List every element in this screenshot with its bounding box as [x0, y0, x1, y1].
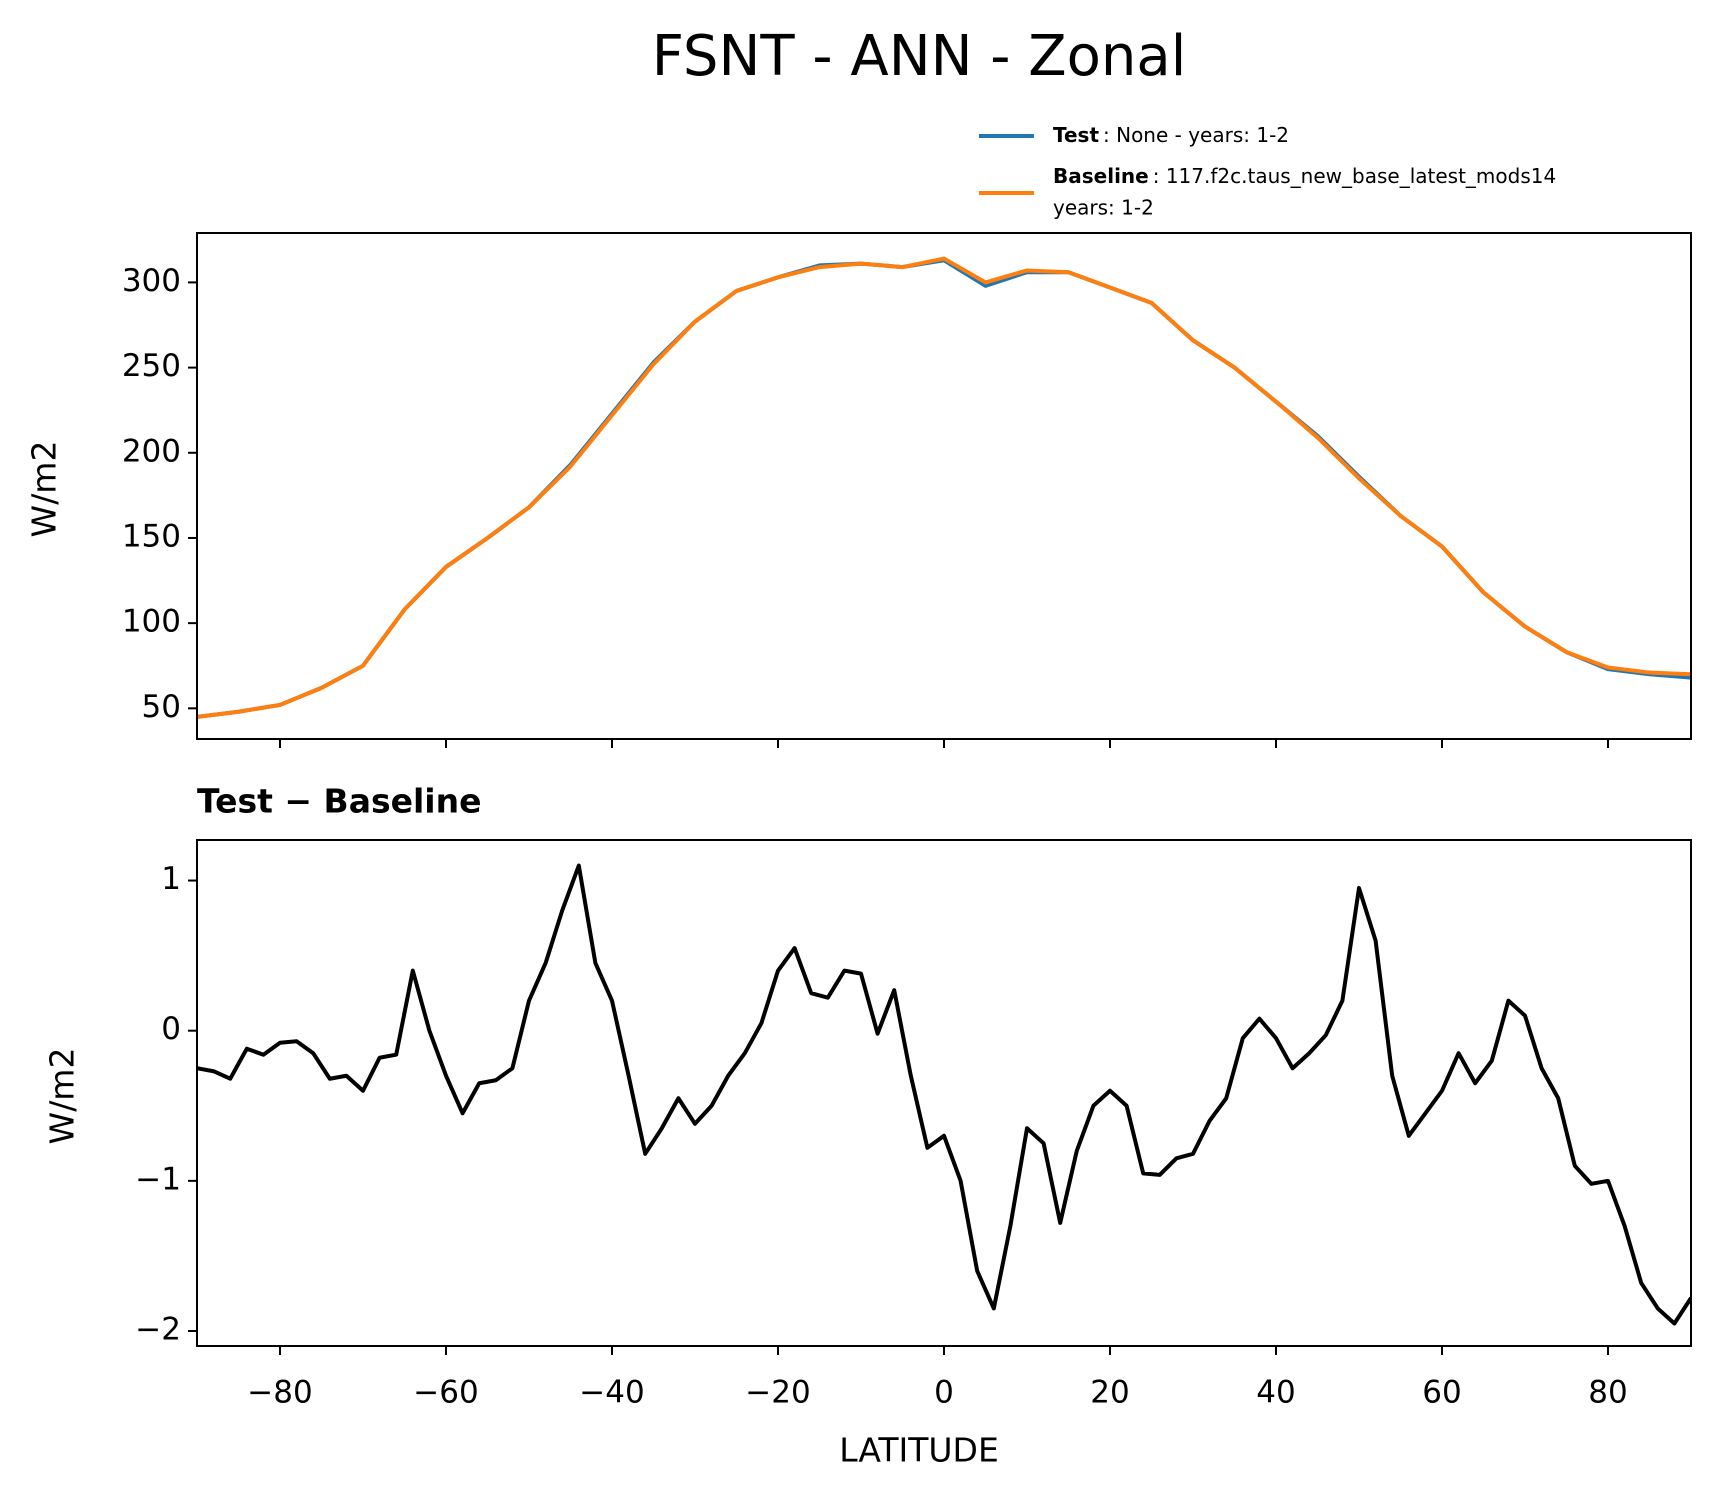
legend-label: Test: None - years: 1-2	[1053, 123, 1289, 147]
x-tick-label: −80	[247, 1375, 312, 1411]
legend-description: years: 1-2	[1053, 196, 1154, 220]
y-tick-label: 300	[122, 263, 181, 299]
x-tick-label: 80	[1588, 1375, 1627, 1411]
x-axis-label: LATITUDE	[839, 1431, 999, 1470]
series-line	[197, 258, 1691, 719]
x-tick-label: −60	[413, 1375, 478, 1411]
plot-frame	[196, 839, 1692, 1347]
series-line	[197, 256, 1691, 719]
legend-label: Baseline: 117.f2c.taus_new_base_latest_m…	[1053, 164, 1556, 188]
legend-description: : 117.f2c.taus_new_base_latest_mods14	[1153, 164, 1556, 188]
y-tick-label: 100	[122, 604, 181, 640]
y-tick-label: 250	[122, 348, 181, 384]
legend-name: Test	[1053, 123, 1099, 147]
plot-area	[197, 256, 1691, 719]
y-tick-label: −2	[135, 1311, 181, 1347]
plot-frame	[196, 232, 1692, 740]
figure-title: FSNT - ANN - Zonal	[652, 24, 1187, 89]
y-tick-label: 150	[122, 518, 181, 554]
y-tick-label: 0	[161, 1011, 181, 1047]
legend-name: Baseline	[1053, 164, 1149, 188]
x-tick-label: −20	[745, 1375, 810, 1411]
x-tick-label: 0	[934, 1375, 954, 1411]
x-tick-label: 40	[1256, 1375, 1295, 1411]
legend-description: : None - years: 1-2	[1103, 123, 1289, 147]
series-line	[197, 863, 1691, 1326]
y-axis-label: W/m2	[43, 1048, 82, 1145]
plot-area	[197, 863, 1691, 1326]
x-tick-label: 60	[1422, 1375, 1461, 1411]
y-tick-label: 1	[161, 861, 181, 897]
y-tick-label: −1	[135, 1161, 181, 1197]
x-tick-label: 20	[1090, 1375, 1129, 1411]
x-tick-label: −40	[579, 1375, 644, 1411]
y-tick-label: 200	[122, 433, 181, 469]
panel-title: Test − Baseline	[197, 782, 482, 821]
y-tick-label: 50	[142, 689, 181, 725]
y-axis-label: W/m2	[25, 441, 64, 538]
